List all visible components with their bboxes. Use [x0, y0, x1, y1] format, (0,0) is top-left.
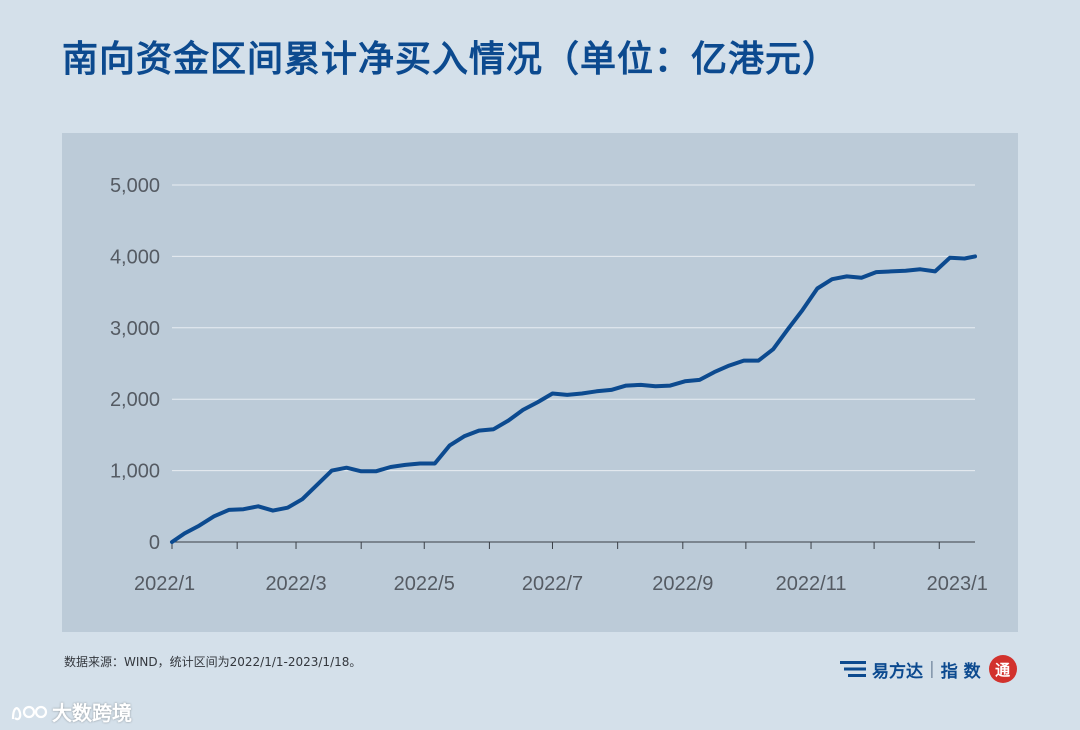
x-tick-label: 2022/9 [652, 573, 713, 595]
y-tick-label: 4,000 [110, 246, 160, 268]
x-tick-label: 2022/11 [776, 573, 847, 595]
watermark: 大数跨境 [10, 697, 132, 726]
x-tick-label: 2022/3 [265, 573, 326, 595]
line-chart: 0 1,000 2,000 3,000 4,000 5,000 2022/1 2022/3 20… [110, 175, 988, 595]
data-source-note: 数据来源：WIND，统计区间为2022/1/1-2023/1/18。 [64, 655, 362, 669]
brand-logo: 易方达 | 指 数 通 [840, 655, 1017, 683]
brand-seal: 通 [988, 655, 1017, 683]
y-tick-label: 1,000 [110, 461, 160, 483]
x-tick-label: 2022/7 [522, 573, 583, 595]
y-tick-label: 5,000 [110, 175, 160, 197]
chart-panel: 0 1,000 2,000 3,000 4,000 5,000 2022/1 2022/3 20… [62, 133, 1018, 632]
y-tick-label: 3,000 [110, 318, 160, 340]
brand-separator: | [929, 659, 935, 679]
page-title: 南向资金区间累计净买入情况（单位：亿港元） [62, 39, 840, 80]
y-tick-label: 2,000 [110, 389, 160, 411]
brand-name: 易方达 [872, 661, 923, 682]
y-tick-label: 0 [149, 532, 160, 554]
efund-logo-icon [840, 661, 866, 677]
series-line [170, 254, 977, 544]
x-tick-label: 2022/1 [134, 573, 195, 595]
brand-sub: 指 数 [940, 661, 981, 682]
x-tick-label: 2022/5 [394, 573, 455, 595]
x-tick-label: 2023/1 [927, 573, 988, 595]
watermark-text: 大数跨境 [52, 701, 132, 725]
watermark-logo-icon [11, 705, 48, 720]
